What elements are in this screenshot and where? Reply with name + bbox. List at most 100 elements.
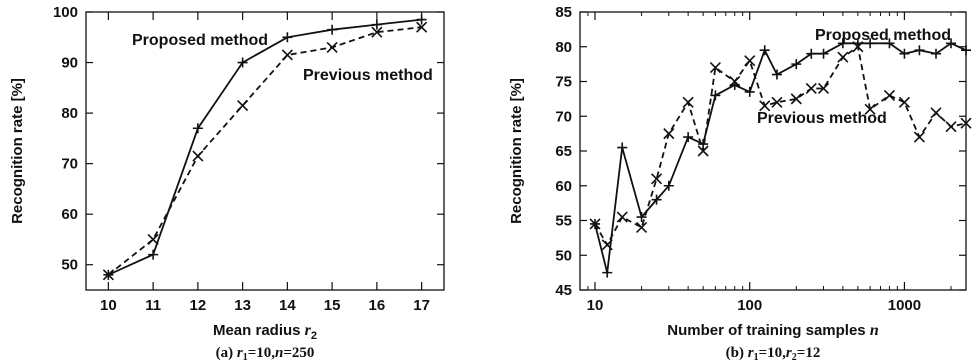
chart-a-xtick-label: 12 [190,297,207,314]
chart-b-point-plus-marker [961,45,971,56]
chart-b-point-x-marker [709,62,721,74]
chart-b-point-x-marker [960,117,972,129]
chart-b-point-x-marker [697,145,709,157]
chart-b-ytick-label: 70 [555,108,572,125]
chart-b-point-x-marker [805,82,817,95]
chart-a: 50 60 70 80 90 100 10 11 12 13 14 15 16 17 Recognitio… [9,4,445,362]
chart-b-series [589,38,972,278]
chart-b-point-plus-marker [683,132,694,143]
chart-a-point-plus-marker [416,14,427,25]
chart-b-ytick-label: 80 [555,39,572,56]
chart-b-point-plus-marker [663,180,674,191]
chart-b-point-plus-marker [710,90,721,101]
chart-b-point-x-marker [837,51,849,63]
chart-a-ytick-label: 60 [61,206,78,223]
chart-b-xlabel: Number of training samples n [667,322,879,339]
chart-b-point-plus-marker [759,45,770,56]
chart-a-ylabel: Recognition rate [%] [9,78,26,224]
chart-b-point-x-marker [817,82,830,95]
chart-b-point-x-marker [650,173,663,185]
chart-b-point-plus-marker [698,139,709,150]
chart-a-xtick-label: 15 [324,297,341,314]
chart-a-point-x-marker [102,269,114,281]
chart-a-xtick-label: 17 [413,297,430,314]
chart-b-point-plus-marker [651,194,662,205]
chart-b-point-x-marker [589,218,601,230]
chart-b-point-plus-marker [602,267,613,278]
chart-b-ytick-label: 45 [555,282,572,299]
chart-a-ytick-label: 50 [61,257,78,274]
chart-a-xtick-label: 10 [100,297,117,314]
chart-a-point-plus-marker [371,19,382,30]
chart-a-xtick-label: 13 [234,297,251,314]
chart-b-point-plus-marker [771,69,782,80]
chart-a-annotation-previous: Previous method [303,67,433,84]
chart-b: 45 50 55 60 65 70 75 80 85 10 100 1000 Recognition … [508,4,972,362]
chart-a-ticks: 50 60 70 80 90 100 10 11 12 13 14 15 16 17 [53,4,444,314]
chart-a-annotation-proposed: Proposed method [132,32,268,49]
chart-b-ylabel: Recognition rate [%] [508,78,525,224]
chart-b-point-plus-marker [884,38,895,49]
chart-b-xtick-label: 100 [737,297,762,314]
chart-b-point-x-marker [790,93,802,105]
chart-a-ytick-label: 90 [61,55,78,72]
chart-b-point-x-marker [682,96,694,108]
chart-b-ytick-label: 50 [555,247,572,264]
chart-b-point-x-marker [913,131,925,143]
chart-b-point-x-marker [663,128,675,140]
chart-b-ytick-label: 60 [555,178,572,195]
chart-b-ytick-label: 85 [555,4,572,21]
chart-a-point-x-marker [326,41,338,53]
chart-b-point-x-marker [744,55,756,67]
chart-b-point-x-marker [852,41,864,53]
chart-a-point-plus-marker [237,57,248,68]
chart-b-xtick-label: 1000 [888,297,921,314]
chart-b-point-plus-marker [946,38,957,49]
chart-b-point-x-marker [729,75,741,88]
chart-b-annotation-proposed: Proposed method [815,27,951,44]
chart-b-point-x-marker [945,121,957,133]
chart-b-point-plus-marker [865,38,876,49]
chart-a-ytick-label: 70 [61,156,78,173]
chart-b-ytick-label: 65 [555,143,572,160]
chart-b-ytick-label: 75 [555,74,572,91]
chart-a-point-x-marker [147,233,159,246]
chart-b-point-x-marker [930,107,942,119]
chart-a-ytick-label: 80 [61,105,78,122]
chart-b-point-plus-marker [806,48,817,59]
chart-b-point-x-marker [864,103,876,115]
chart-a-series [102,14,428,281]
chart-a-point-plus-marker [192,123,203,134]
chart-a-caption: (a) r1=10,n=250 [216,345,315,362]
chart-b-ticks: 45 50 55 60 65 70 75 80 85 10 100 1000 [555,4,966,314]
chart-b-point-x-marker [759,100,771,112]
chart-b-point-plus-marker [791,59,802,70]
chart-b-caption: (b) r1=10,r2=12 [726,345,821,362]
chart-b-point-x-marker [636,221,648,234]
chart-a-point-x-marker [281,49,293,61]
chart-b-point-plus-marker [914,45,925,56]
chart-a-point-plus-marker [327,24,338,35]
chart-b-point-plus-marker [899,48,910,59]
chart-b-series-line-proposed [594,42,967,273]
chart-a-series-line-proposed [108,18,422,276]
chart-b-ytick-label: 55 [555,213,572,230]
chart-a-xtick-label: 11 [145,297,161,314]
chart-a-xtick-label: 16 [369,297,386,314]
chart-b-point-plus-marker [818,48,829,59]
chart-a-xlabel: Mean radius r2 [213,322,317,342]
chart-b-point-x-marker [883,89,896,101]
chart-a-frame [85,11,445,291]
chart-b-point-plus-marker [931,48,942,59]
chart-b-point-plus-marker [636,212,647,223]
chart-a-xtick-label: 14 [279,297,296,314]
chart-b-point-plus-marker [617,142,628,153]
chart-a-point-x-marker [237,99,249,112]
chart-b-point-plus-marker [837,38,848,49]
chart-a-point-x-marker [371,26,383,38]
chart-b-series-line-previous [594,45,967,247]
chart-a-series-line-previous [107,26,422,276]
chart-a-ytick-label: 100 [53,4,78,21]
chart-b-point-x-marker [601,239,613,251]
